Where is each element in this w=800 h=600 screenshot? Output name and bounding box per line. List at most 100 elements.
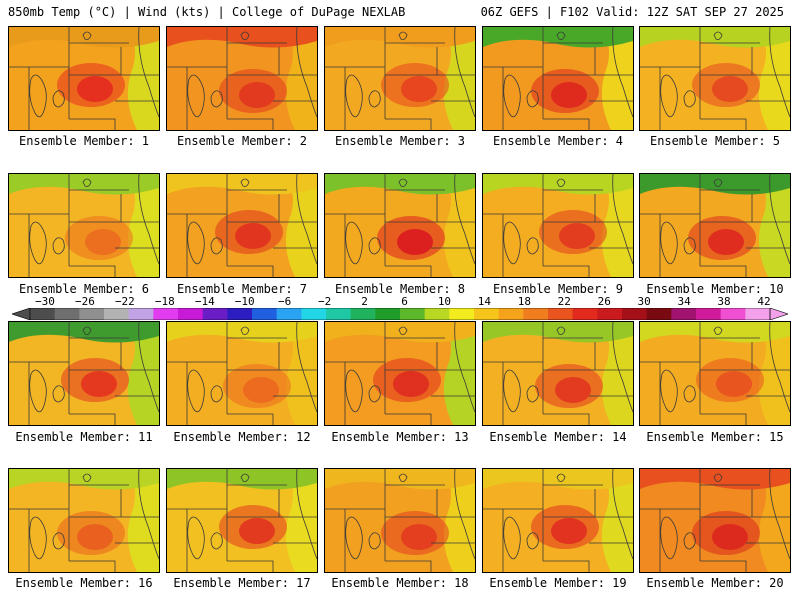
ensemble-member-panel — [166, 26, 318, 131]
terrain-contour — [713, 473, 723, 482]
ensemble-member-panel — [639, 321, 791, 426]
terrain-contour — [398, 473, 408, 482]
colorbar-tick-label: 26 — [597, 295, 611, 308]
colorbar-segment — [572, 308, 598, 320]
state-border — [454, 174, 475, 265]
state-border — [385, 560, 432, 572]
ensemble-member-panel — [482, 321, 634, 426]
terrain-contour — [240, 31, 250, 40]
ensemble-member-label: Ensemble Member: 16 — [15, 576, 153, 590]
terrain-contour — [526, 237, 539, 255]
colorbar-segment — [252, 308, 278, 320]
colorbar-tick-label: −22 — [114, 295, 135, 308]
state-border — [543, 118, 590, 130]
colorbar-tick-label: 10 — [437, 295, 452, 308]
state-border — [227, 413, 274, 425]
state-border — [227, 118, 274, 130]
warm-core — [708, 229, 744, 255]
colorbar-segment — [178, 308, 204, 320]
colorbar-segment — [202, 308, 228, 320]
terrain-contour — [187, 74, 205, 118]
terrain-contour — [82, 326, 92, 335]
terrain-contour — [52, 385, 65, 403]
colorbar-segment — [350, 308, 376, 320]
state-border — [700, 265, 747, 277]
warm-core — [85, 229, 121, 255]
state-border — [69, 265, 116, 277]
colorbar-segment — [671, 308, 697, 320]
colorbar-segment — [622, 308, 648, 320]
terrain-contour — [683, 90, 696, 108]
state-border — [296, 322, 317, 413]
terrain-contour — [368, 385, 381, 403]
eastern-field-edge — [443, 174, 475, 277]
terrain-contour — [187, 516, 205, 560]
colorbar-outline — [29, 308, 771, 320]
state-border — [454, 469, 475, 560]
terrain-contour — [52, 90, 65, 108]
ensemble-member-label: Ensemble Member: 17 — [173, 576, 311, 590]
terrain-contour — [240, 178, 250, 187]
eastern-field-edge — [127, 322, 159, 425]
terrain-contour — [660, 221, 678, 265]
terrain-contour — [29, 74, 47, 118]
warm-core — [243, 377, 279, 403]
eastern-field-edge — [601, 469, 633, 572]
colorbar-tick-label: 6 — [401, 295, 408, 308]
ensemble-member-panel — [166, 173, 318, 278]
ensemble-member-panel — [8, 468, 160, 573]
colorbar-segment — [745, 308, 771, 320]
ensemble-member-label: Ensemble Member: 13 — [331, 430, 469, 444]
temperature-field-map — [9, 27, 159, 130]
terrain-contour — [556, 31, 566, 40]
terrain-contour — [713, 31, 723, 40]
colorbar-segment — [227, 308, 253, 320]
temperature-field-map — [167, 174, 317, 277]
terrain-contour — [29, 221, 47, 265]
colorbar-segment — [79, 308, 105, 320]
warm-core — [712, 76, 748, 102]
terrain-contour — [82, 178, 92, 187]
colorbar-tick-label: 22 — [557, 295, 571, 308]
colorbar-segment — [548, 308, 574, 320]
warm-core — [401, 524, 437, 550]
temperature-field-map — [483, 27, 633, 130]
temperature-colorbar: −30 −26 −22 −18 −14 −10 −6 −2 2 6 10 14 18 22 26 30 34 38… — [12, 296, 788, 320]
colorbar-segment — [54, 308, 80, 320]
ensemble-member-label: Ensemble Member: 1 — [18, 134, 150, 148]
colorbar-tick-label: 14 — [477, 295, 491, 308]
terrain-contour — [660, 516, 678, 560]
ensemble-member-label: Ensemble Member: 11 — [15, 430, 153, 444]
terrain-contour — [82, 473, 92, 482]
terrain-contour — [29, 516, 47, 560]
ensemble-member-panel — [8, 173, 160, 278]
terrain-contour — [29, 369, 47, 413]
state-border — [769, 174, 790, 265]
terrain-contour — [683, 237, 696, 255]
state-border — [69, 118, 116, 130]
colorbar-tick-label: −6 — [278, 295, 292, 308]
eastern-field-edge — [758, 174, 790, 277]
ensemble-member-label: Ensemble Member: 10 — [646, 282, 784, 296]
colorbar-min-arrow — [12, 308, 31, 320]
eastern-field-edge — [285, 174, 317, 277]
ensemble-member-panel — [482, 173, 634, 278]
eastern-field-edge — [601, 27, 633, 130]
colorbar-segment — [30, 308, 56, 320]
terrain-contour — [503, 74, 521, 118]
ensemble-member-label: Ensemble Member: 19 — [489, 576, 627, 590]
temperature-field-map — [640, 469, 790, 572]
colorbar-tick-label: −2 — [317, 295, 332, 308]
colorbar-segment — [696, 308, 722, 320]
colorbar-segment — [301, 308, 327, 320]
eastern-field-edge — [127, 469, 159, 572]
warm-core — [77, 76, 113, 102]
ensemble-member-panel — [324, 468, 476, 573]
ensemble-member-label: Ensemble Member: 4 — [492, 134, 624, 148]
terrain-contour — [240, 473, 250, 482]
colorbar-tick-label: −30 — [35, 295, 55, 308]
warm-core — [559, 223, 595, 249]
terrain-contour — [398, 31, 408, 40]
temperature-field-map — [640, 322, 790, 425]
terrain-contour — [683, 532, 696, 550]
